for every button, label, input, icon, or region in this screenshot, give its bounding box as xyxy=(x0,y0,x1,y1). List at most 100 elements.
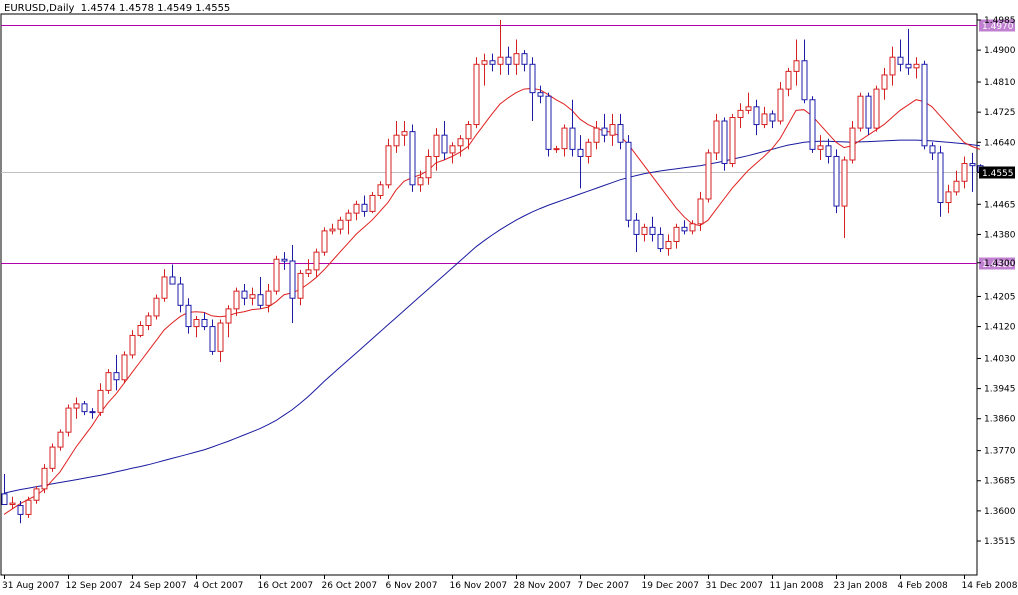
candle-body xyxy=(553,148,560,151)
candle-body xyxy=(801,60,808,101)
y-tick-label: 1.4300 xyxy=(984,259,1016,269)
x-tick-label: 31 Aug 2007 xyxy=(2,581,60,591)
candle-body xyxy=(849,127,856,161)
candle-body xyxy=(17,505,24,515)
x-tick-label: 12 Sep 2007 xyxy=(66,581,123,591)
candle-body xyxy=(609,124,616,136)
candle-body xyxy=(425,155,432,179)
x-tick-label: 31 Dec 2007 xyxy=(706,581,764,591)
chart-title: EURUSD,Daily 1.4574 1.4578 1.4549 1.4555 xyxy=(4,3,231,14)
candle-body xyxy=(713,120,720,154)
candle-body xyxy=(689,223,696,232)
candle-body xyxy=(433,134,440,157)
candle-body xyxy=(385,145,392,186)
candle-body xyxy=(489,60,496,65)
x-tick-label: 4 Oct 2007 xyxy=(194,581,244,591)
candle-body xyxy=(833,155,840,207)
candle-body xyxy=(481,60,488,65)
candle-body xyxy=(409,131,416,186)
candle-body xyxy=(457,138,464,147)
y-tick-label: 1.4810 xyxy=(984,78,1016,88)
candle-body xyxy=(377,184,384,196)
candle-body xyxy=(569,127,576,150)
candle-body xyxy=(81,403,88,413)
candle-body xyxy=(913,63,920,69)
x-tick-label: 26 Oct 2007 xyxy=(322,581,378,591)
current-price-label: 1.4555 xyxy=(982,169,1014,179)
candle-body xyxy=(825,145,832,157)
candle-body xyxy=(897,56,904,65)
candle-body xyxy=(473,63,480,126)
candle-body xyxy=(417,177,424,186)
candle-body xyxy=(521,53,528,65)
y-tick-label: 1.4380 xyxy=(984,230,1016,240)
candle-body xyxy=(225,308,232,324)
candle-body xyxy=(161,276,168,299)
candle-body xyxy=(9,502,16,505)
y-tick-label: 1.4205 xyxy=(984,292,1016,302)
x-tick-label: 11 Jan 2008 xyxy=(770,581,824,591)
candle-body xyxy=(65,407,72,433)
y-tick-label: 1.4120 xyxy=(984,323,1016,333)
candle-body xyxy=(905,63,912,69)
candle-body xyxy=(649,226,656,235)
ma-slow-line xyxy=(3,139,981,494)
x-tick-label: 23 Jan 2008 xyxy=(834,581,888,591)
x-tick-label: 24 Sep 2007 xyxy=(130,581,187,591)
candle-body xyxy=(505,56,512,65)
y-tick-label: 1.4465 xyxy=(984,200,1016,210)
candle-body xyxy=(657,233,664,250)
candle-body xyxy=(217,322,224,352)
candle-body xyxy=(209,326,216,352)
y-tick-label: 1.4985 xyxy=(984,16,1016,26)
candle-body xyxy=(361,203,368,212)
y-tick-label: 1.4900 xyxy=(984,46,1016,56)
candle-body xyxy=(545,95,552,150)
level-label-bg xyxy=(979,257,1015,270)
candle-body xyxy=(273,258,280,292)
candle-body xyxy=(705,152,712,200)
candle-body xyxy=(697,198,704,225)
ma-fast-line xyxy=(3,87,981,515)
level-label-bg xyxy=(979,19,1015,32)
candle-body xyxy=(57,431,64,448)
candle-body xyxy=(337,219,344,230)
candle-body xyxy=(729,116,736,165)
candle-body xyxy=(193,318,200,328)
candle-body xyxy=(441,134,448,154)
candle-body xyxy=(593,127,600,143)
candle-body xyxy=(777,88,784,122)
candle-body xyxy=(465,124,472,140)
x-tick-label: 14 Feb 2008 xyxy=(962,581,1018,591)
candle-body xyxy=(33,488,40,501)
candle-body xyxy=(49,446,56,469)
candle-body xyxy=(537,92,544,97)
candle-body xyxy=(681,226,688,232)
candle-body xyxy=(753,106,760,126)
y-tick-label: 1.3945 xyxy=(984,385,1016,395)
x-tick-label: 19 Dec 2007 xyxy=(642,581,700,591)
candle-body xyxy=(737,109,744,118)
candle-body xyxy=(529,63,536,94)
candle-body xyxy=(665,241,672,250)
candle-body xyxy=(201,318,208,328)
candle-body xyxy=(129,334,136,356)
candle-body xyxy=(321,230,328,253)
candle-body xyxy=(633,219,640,235)
candle-body xyxy=(297,272,304,299)
current-price-label-bg xyxy=(979,166,1015,179)
y-tick-label: 1.4640 xyxy=(984,138,1016,148)
candle-body xyxy=(393,134,400,147)
candle-body xyxy=(497,56,504,65)
x-tick-label: 6 Nov 2007 xyxy=(386,581,438,591)
candle-body xyxy=(889,56,896,76)
candle-body xyxy=(97,389,104,413)
candle-body xyxy=(105,372,112,391)
candle-body xyxy=(953,180,960,193)
candle-body xyxy=(881,74,888,90)
candle-body xyxy=(265,290,272,306)
candle-body xyxy=(673,226,680,243)
candle-body xyxy=(281,258,288,262)
y-tick-label: 1.3600 xyxy=(984,507,1016,517)
